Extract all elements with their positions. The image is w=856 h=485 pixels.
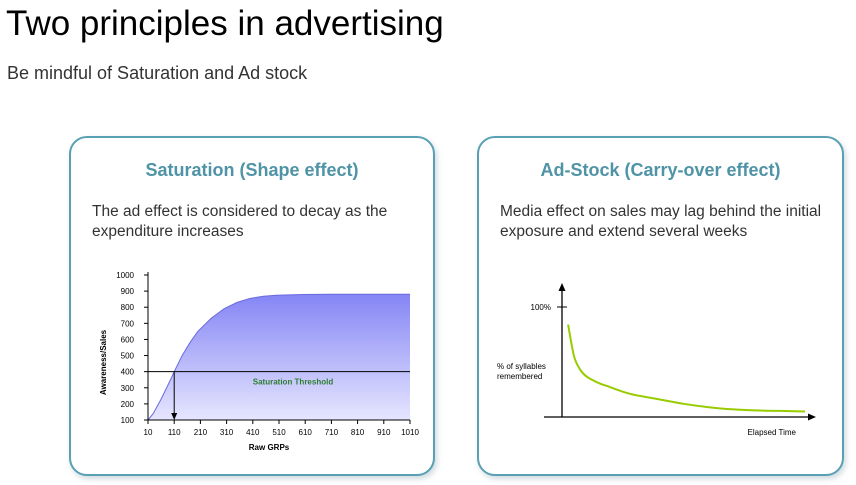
saturation-curve: [147, 293, 410, 421]
saturation-y-tick-label: 800: [121, 303, 135, 312]
saturation-y-tick-label: 200: [121, 400, 135, 409]
saturation-y-tick-label: 700: [121, 319, 135, 328]
saturation-y-tick-label: 900: [121, 287, 135, 296]
saturation-x-tick-label: 910: [377, 428, 391, 437]
saturation-y-tick-label: 100: [121, 416, 135, 425]
saturation-threshold-arrowhead: [171, 413, 178, 420]
saturation-x-tick-label: 510: [272, 428, 286, 437]
saturation-x-axis-label: Raw GRPs: [249, 443, 290, 452]
saturation-x-tick-label: 10: [144, 428, 153, 437]
adstock-y-axis-arrowhead: [558, 283, 566, 291]
slide-title: Two principles in advertising: [6, 4, 444, 43]
saturation-card-title: Saturation (Shape effect): [145, 160, 359, 180]
adstock-100-label: 100%: [531, 303, 551, 312]
saturation-x-tick-label: 710: [325, 428, 339, 437]
adstock-card: Ad-Stock (Carry-over effect) Media effec…: [477, 136, 844, 476]
adstock-y-axis-label: % of syllables remembered: [497, 362, 546, 381]
slide-subtitle: Be mindful of Saturation and Ad stock: [7, 63, 308, 83]
adstock-card-description: Media effect on sales may lag behind the…: [500, 203, 822, 240]
saturation-area: [148, 294, 410, 420]
saturation-threshold-label: Saturation Threshold: [253, 378, 334, 387]
adstock-x-axis-label: Elapsed Time: [748, 428, 797, 437]
saturation-y-axis-label: Awareness/Sales: [99, 329, 108, 395]
saturation-x-tick-label: 810: [351, 428, 365, 437]
saturation-x-tick-label: 310: [220, 428, 234, 437]
saturation-y-tick-label: 1000: [116, 271, 134, 280]
adstock-card-title: Ad-Stock (Carry-over effect): [540, 160, 781, 180]
adstock-x-axis-arrowhead: [808, 413, 816, 421]
saturation-x-tick-label: 610: [299, 428, 313, 437]
saturation-x-tick-label: 110: [168, 428, 181, 437]
saturation-card-description: The ad effect is considered to decay as …: [92, 203, 388, 240]
saturation-y-tick-label: 400: [121, 368, 135, 377]
saturation-y-tick-label: 600: [121, 335, 135, 344]
saturation-x-tick-label: 210: [194, 428, 208, 437]
saturation-y-tick-label: 500: [121, 352, 135, 361]
adstock-decay-curve: [567, 324, 806, 413]
saturation-y-tick-label: 300: [121, 384, 135, 393]
saturation-x-tick-label: 1010: [401, 428, 419, 437]
saturation-x-tick-label: 410: [246, 428, 260, 437]
